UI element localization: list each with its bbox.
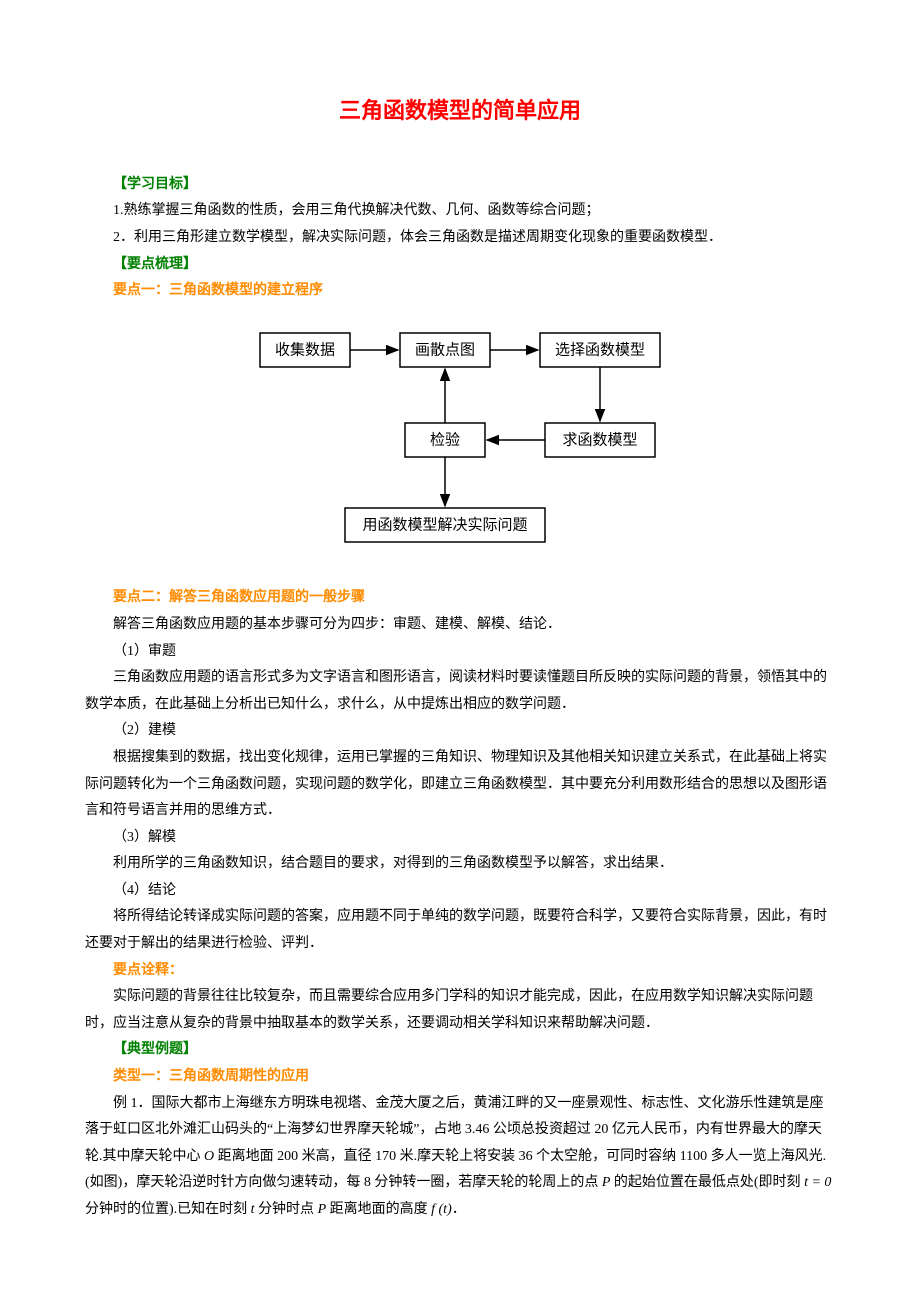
flow-node-1: 收集数据 <box>275 341 335 358</box>
interp-title: 要点诠释： <box>85 958 835 985</box>
flow-node-5: 求函数模型 <box>562 431 637 448</box>
page: 三角函数模型的简单应用 【学习目标】 1.熟练掌握三角函数的性质，会用三角代换解… <box>0 0 920 1284</box>
interp-body: 实际问题的背景往往比较复杂，而且需要综合应用多门学科的知识才能完成，因此，在应用… <box>85 984 835 1037</box>
step3-title: （3）解模 <box>85 825 835 852</box>
ex1-period: ． <box>452 1202 466 1217</box>
goal-heading: 【学习目标】 <box>85 172 835 199</box>
ex1-part-e: 分钟时点 <box>255 1202 318 1217</box>
flow-node-2: 画散点图 <box>415 341 475 358</box>
flowchart: 收集数据 画散点图 选择函数模型 检验 求函数模型 用函数模型解决实际问题 <box>85 323 835 564</box>
var-P2: P <box>318 1202 327 1217</box>
ex-heading: 【典型例题】 <box>85 1037 835 1064</box>
keypoint-1: 要点一：三角函数模型的建立程序 <box>85 278 835 305</box>
kp2-intro: 解答三角函数应用题的基本步骤可分为四步：审题、建模、解模、结论． <box>85 612 835 639</box>
var-O: O <box>204 1149 214 1164</box>
goal-2: 2．利用三角形建立数学模型，解决实际问题，体会三角函数是描述周期变化现象的重要函… <box>85 225 835 252</box>
step1-title: （1）审题 <box>85 639 835 666</box>
flow-node-4: 检验 <box>430 431 460 448</box>
comb-heading: 【要点梳理】 <box>85 252 835 279</box>
ex1-part-f: 距离地面的高度 <box>326 1202 431 1217</box>
step2-body: 根据搜集到的数据，找出变化规律，运用已掌握的三角知识、物理知识及其他相关知识建立… <box>85 745 835 825</box>
var-ft: f (t) <box>431 1202 452 1217</box>
flowchart-svg: 收集数据 画散点图 选择函数模型 检验 求函数模型 用函数模型解决实际问题 <box>240 323 680 553</box>
step3-body: 利用所学的三角函数知识，结合题目的要求，对得到的三角函数模型予以解答，求出结果． <box>85 851 835 878</box>
step4-body: 将所得结论转译成实际问题的答案，应用题不同于单纯的数学问题，既要符合科学，又要符… <box>85 904 835 957</box>
flow-node-6: 用函数模型解决实际问题 <box>362 516 527 533</box>
var-t0: t = 0 <box>804 1175 831 1190</box>
type1-heading: 类型一：三角函数周期性的应用 <box>85 1064 835 1091</box>
page-title: 三角函数模型的简单应用 <box>85 90 835 132</box>
step4-title: （4）结论 <box>85 878 835 905</box>
step1-body: 三角函数应用题的语言形式多为文字语言和图形语言，阅读材料时要读懂题目所反映的实际… <box>85 665 835 718</box>
keypoint-2: 要点二：解答三角函数应用题的一般步骤 <box>85 585 835 612</box>
ex1-part-c: 的起始位置在最低点处(即时刻 <box>610 1175 804 1190</box>
flow-node-3: 选择函数模型 <box>555 341 645 358</box>
step2-title: （2）建模 <box>85 718 835 745</box>
ex1-part-d: 分钟时的位置).已知在时刻 <box>85 1202 251 1217</box>
example1-body: 例 1．国际大都市上海继东方明珠电视塔、金茂大厦之后，黄浦江畔的又一座景观性、标… <box>85 1091 835 1224</box>
goal-1: 1.熟练掌握三角函数的性质，会用三角代换解决代数、几何、函数等综合问题； <box>85 198 835 225</box>
